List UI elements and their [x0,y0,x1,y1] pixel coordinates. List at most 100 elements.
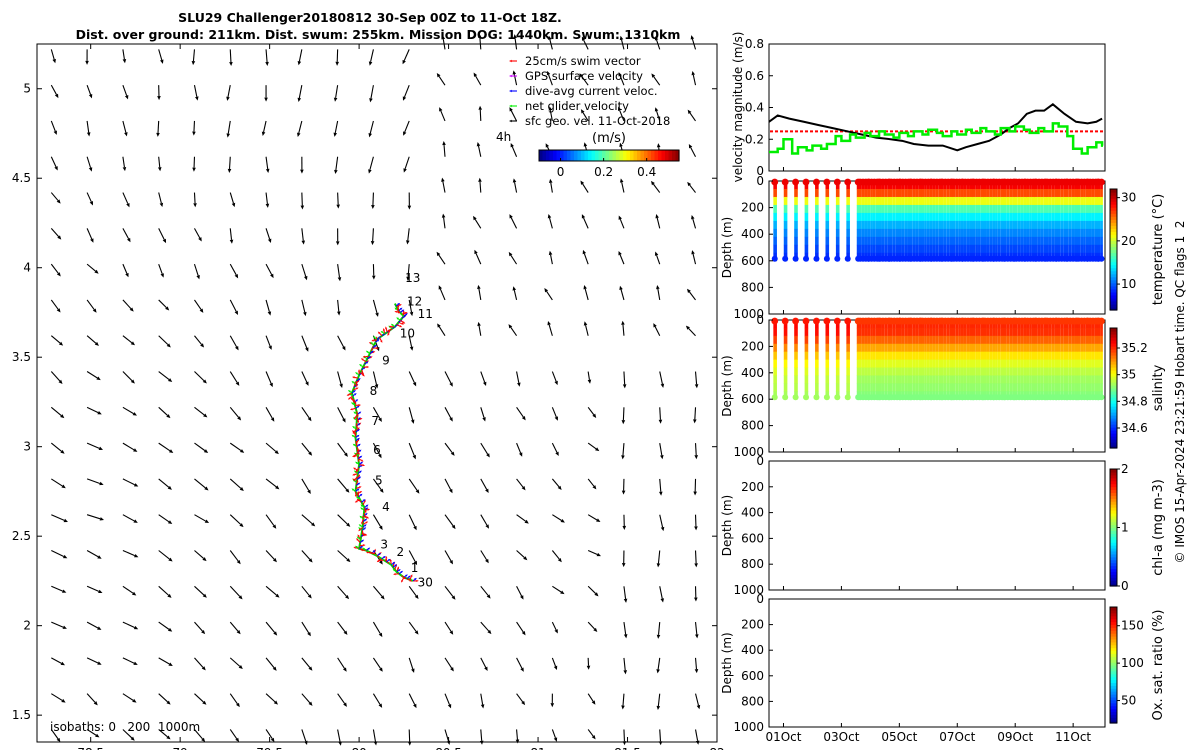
salinity-profile-cell [963,375,967,384]
salinity-profile-cell [955,367,959,376]
temperature-profile-cell [975,220,978,230]
salinity-colorbar-segment [1110,427,1117,431]
net-arrow-shaft [363,548,367,551]
dive-arrow [386,558,391,563]
temperature-profile-cell [1009,212,1013,222]
geo-arrow-shaft [408,335,413,347]
colorbar-segment [560,150,565,161]
salinity-profile-cell [980,359,984,368]
map-x-ticks: 78.57979.58080.58181.582 [77,44,725,750]
salinity-colorbar-segment [1110,382,1117,386]
salinity-profile-cell [972,351,976,360]
net-arrow [396,317,401,321]
geo-arrow-shaft [51,585,63,592]
temperature-profile-cell [1083,196,1086,206]
geo-arrow-shaft [50,335,61,344]
geo-arrow-shaft [621,182,625,193]
dive-arrow-shaft [398,308,401,312]
temperature-profile-cell [921,204,925,214]
salinity-profile-cell [1088,359,1092,368]
geo-arrow [229,192,236,208]
dive-arrow-shaft [381,556,385,560]
salinity-profile-cell [966,327,970,337]
geo-arrow-head [621,455,625,460]
salinity-profile-cell [1048,327,1052,337]
salinity-profile-cell [924,383,927,392]
dive-arrow [355,437,360,442]
salinity-profile-cell [1051,343,1055,353]
dive-arrow-shaft [352,394,356,397]
geo-arrow [301,263,308,281]
salinity-colorbar-segment [1110,349,1117,353]
temperature-profile-cell [975,212,978,222]
geo-arrow [408,514,417,531]
salinity-profile-cell [949,327,953,337]
temperature-profile-cell [867,212,871,222]
dive-arrow-head [354,393,357,396]
swim-arrow-head [382,328,386,331]
swim-arrow-head [355,444,358,447]
geo-arrow-head [477,284,481,290]
geo-arrow-head [166,700,171,705]
salinity-profile-cell [870,367,873,376]
salinity-profile-cell [1097,335,1101,345]
net-arrow [365,350,371,355]
dive-arrow [357,470,362,474]
geo-arrow-shaft [229,657,241,667]
geo-arrow [265,514,277,529]
temperature-profile-cell [895,196,899,206]
temperature-profile-cell [1091,212,1095,222]
net-arrow [358,524,364,528]
temperature-profile-cell [1006,236,1010,246]
geo-arrow-shaft [337,729,341,742]
salinity-profile-cell [975,383,978,392]
chla-y-tick-label: 400 [741,506,764,520]
salinity-profile-cell [1012,383,1015,392]
salinity-profile-cell [946,327,950,337]
oxygen-colorbar-segment [1110,691,1117,695]
geo-arrow-shaft [587,442,597,450]
temperature-profile-cell [835,236,840,246]
salinity-profile-cell [952,383,956,392]
geo-arrow-shaft [656,217,661,229]
temperature-profile-cell [909,196,913,206]
swim-arrow [363,507,367,514]
geo-arrow-head [378,417,382,422]
temperature-profile-cell [825,236,830,246]
temperature-profile-cell [856,220,860,230]
geo-arrow-head [204,486,209,491]
geo-arrow-head [660,454,664,460]
geo-arrow-head [308,451,313,456]
temperature-bottom-dot [823,255,830,262]
salinity-profile-cell [783,367,788,376]
temperature-profile-cell [1046,244,1049,254]
salinity-colorbar-segment [1110,364,1117,368]
temperature-profile-cell [935,244,939,254]
temperature-profile-cell [980,204,984,214]
temperature-profile-cell [1068,244,1072,254]
salinity-profile-cell [872,375,876,384]
swim-arrow-head [349,408,353,411]
dive-arrow [365,547,371,551]
salinity-profile-cell [1003,383,1007,392]
geo-arrow-head [98,446,104,450]
salinity-profile-cell [1031,351,1035,360]
salinity-profile-cell [915,367,919,376]
temperature-profile-cell [1037,236,1041,246]
temperature-profile-cell [867,204,871,214]
salinity-profile-cell [783,343,788,353]
salinity-profile-cell [963,359,967,368]
salinity-profile-cell [966,351,970,360]
geo-arrow [229,335,239,351]
net-arrow-shaft [354,418,358,421]
geo-arrow [337,478,350,493]
salinity-profile-cell [783,359,788,368]
colorbar-segment [595,150,600,161]
salinity-profile-cell [895,335,899,345]
temperature-profile-cell [1034,228,1038,238]
salinity-colorbar-segment [1110,394,1117,398]
swim-arrow-shaft [357,539,361,543]
colorbar-segment [588,150,593,161]
geo-arrow-shaft [86,621,99,629]
net-arrow-shaft [371,343,375,346]
